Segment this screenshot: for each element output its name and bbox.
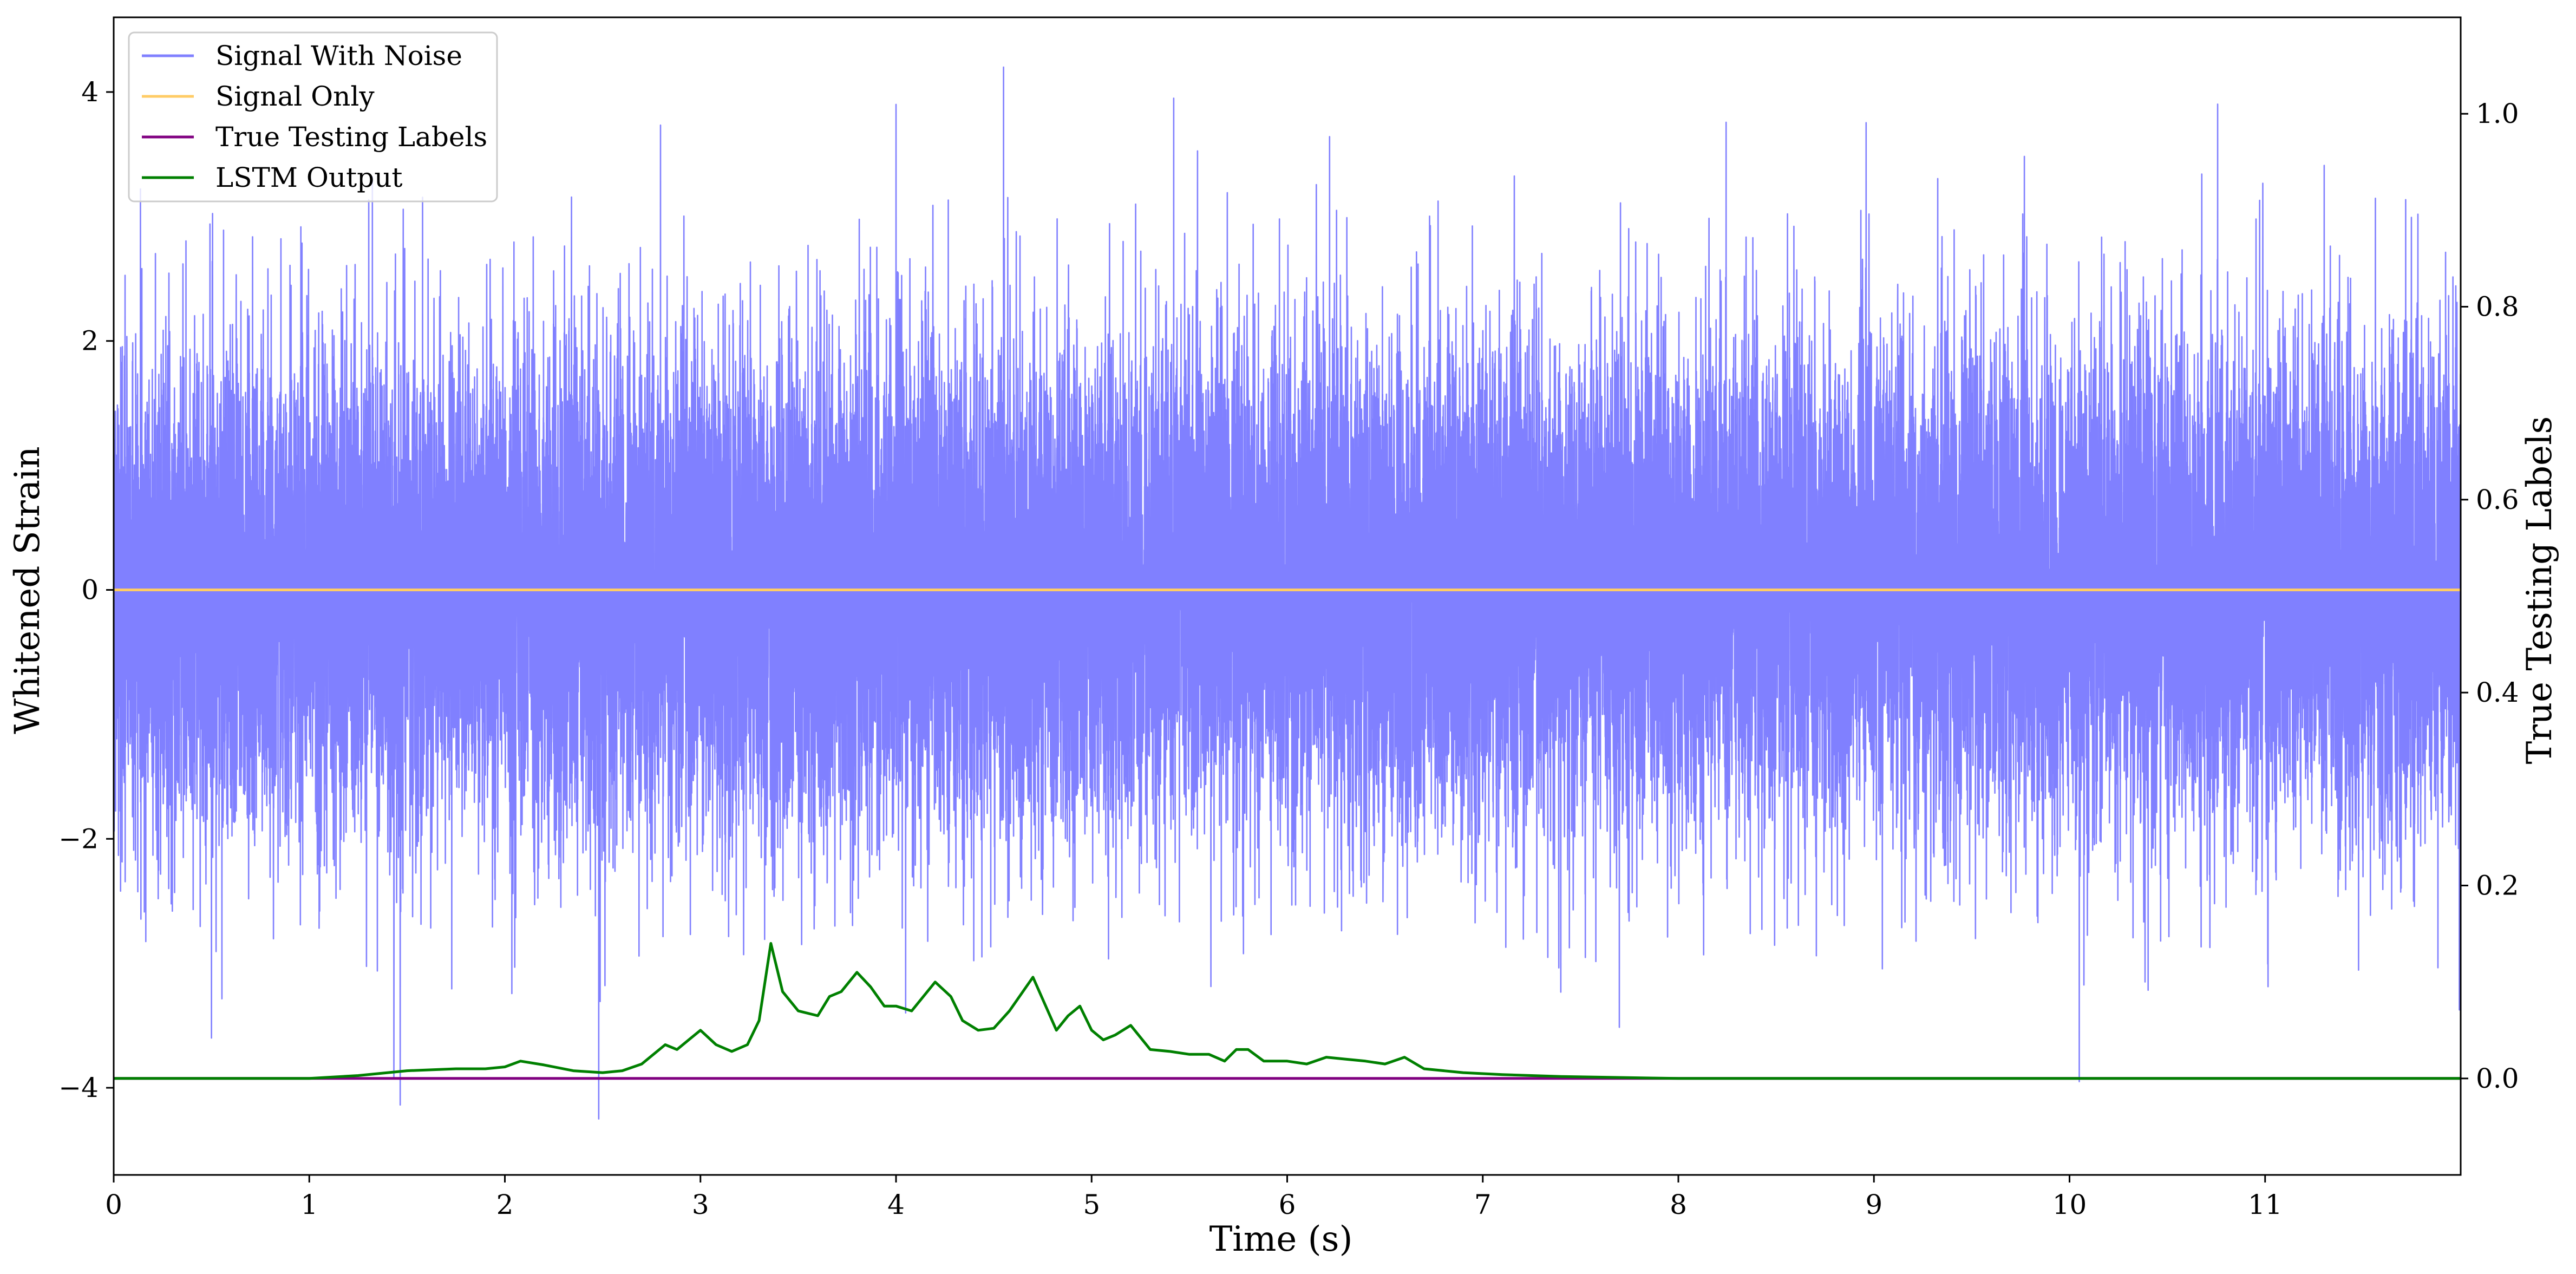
x-tick-label: 4 (887, 1189, 905, 1220)
right-y-tick-label: 0.8 (2476, 291, 2519, 323)
right-y-tick-label: 0.6 (2476, 484, 2519, 515)
right-y-tick-label: 0.2 (2476, 870, 2519, 901)
x-tick-label: 8 (1670, 1189, 1687, 1220)
x-tick-label: 11 (2248, 1189, 2283, 1220)
y-tick-label: 2 (81, 325, 99, 357)
x-axis-label: Time (s) (1209, 1219, 1353, 1259)
series-line-lstm-output (114, 942, 2461, 1080)
right-y-tick-label: 0.4 (2476, 677, 2519, 708)
y-tick-label: 0 (81, 574, 99, 606)
right-y-tick-label: 1.0 (2476, 98, 2519, 129)
legend-label: True Testing Labels (215, 121, 487, 153)
legend-box (128, 31, 498, 202)
right-y-tick-label: 0.0 (2476, 1063, 2519, 1094)
x-tick-label: 6 (1279, 1189, 1296, 1220)
right-y-axis-label: True Testing Labels (2520, 416, 2560, 765)
legend: Signal With Noise Signal Only True Testing… (128, 31, 498, 202)
y-tick-label: 4 (81, 76, 99, 108)
x-tick-label: 2 (496, 1189, 514, 1220)
x-tick-label: 0 (105, 1189, 122, 1220)
x-tick-label: 7 (1474, 1189, 1492, 1220)
x-tick-label: 3 (692, 1189, 709, 1220)
y-axis-label: Whitened Strain (8, 446, 48, 734)
x-tick-label: 9 (1865, 1189, 1882, 1220)
x-tick-label: 5 (1083, 1189, 1100, 1220)
legend-label: LSTM Output (215, 162, 402, 193)
x-tick-label: 10 (2052, 1189, 2087, 1220)
x-tick-label: 1 (300, 1189, 318, 1220)
legend-label: Signal With Noise (215, 40, 462, 71)
y-tick-label: −2 (58, 823, 99, 854)
legend-label: Signal Only (215, 81, 375, 112)
y-tick-label: −4 (58, 1072, 99, 1103)
